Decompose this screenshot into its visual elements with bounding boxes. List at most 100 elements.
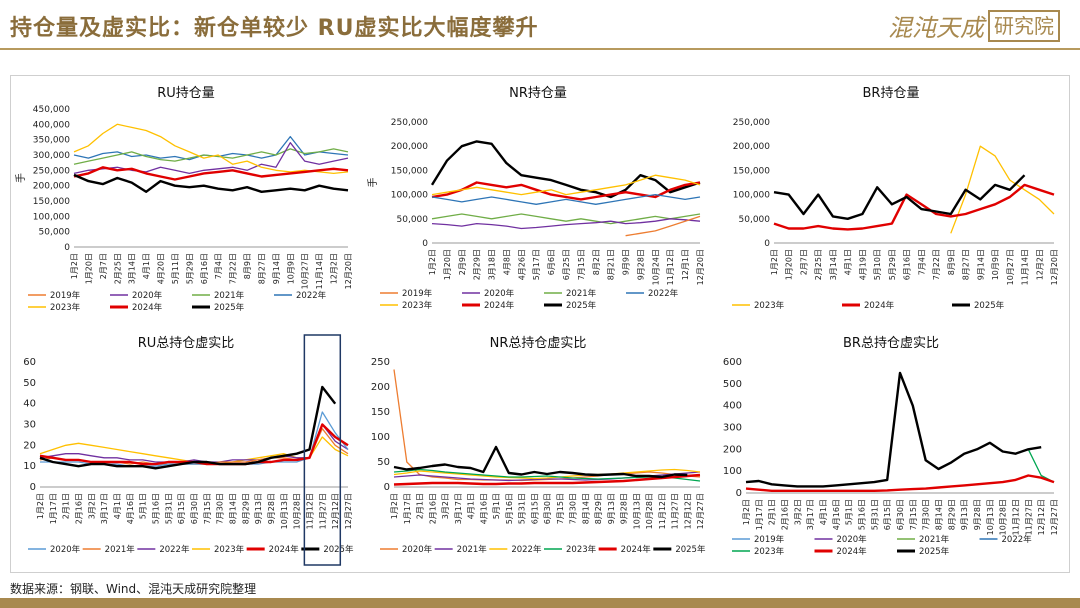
series-line-2025: [745, 371, 1042, 488]
x-tick-label: 5月29日: [185, 253, 194, 284]
x-tick-label: 12月27日: [344, 493, 353, 529]
legend-label: 2022年: [648, 288, 679, 299]
x-tick-label: 10月9日: [991, 249, 1000, 280]
x-tick-label: 4月1日: [467, 493, 476, 519]
x-tick-label: 11月27日: [671, 493, 680, 529]
y-tick-label: 0: [764, 239, 770, 249]
x-tick-label: 8月27日: [257, 253, 266, 284]
y-tick-label: 150,000: [733, 166, 770, 176]
y-tick-label: 100,000: [391, 191, 428, 201]
series-line-2024: [73, 166, 349, 181]
x-tick-label: 6月30日: [190, 493, 199, 524]
x-tick-label: 3月2日: [87, 493, 96, 519]
chart-br-ratio: BR总持仓虚实比 0 100 200 300 400 500 600 1月2日 1月17日 2月1日…: [723, 336, 1059, 557]
series-line-2019: [625, 215, 701, 237]
legend-label: 2024年: [864, 300, 895, 311]
x-tick-label: 9月14日: [976, 249, 985, 280]
chart-title: BR总持仓虚实比: [843, 336, 939, 351]
x-tick-label: 10月13日: [986, 499, 995, 535]
series-line-2025: [393, 445, 688, 479]
chart-title: NR持仓量: [509, 86, 567, 101]
x-tick-label: 10月28日: [999, 499, 1008, 535]
y-tick-label: 0: [384, 482, 390, 493]
series-line-2024: [773, 183, 1055, 231]
y-tick-label: 100: [723, 466, 742, 477]
logo-box: 研究院: [988, 9, 1060, 42]
x-tick-label: 2月7日: [799, 249, 808, 275]
y-tick-label: 60: [23, 357, 36, 368]
charts-frame: [10, 75, 1070, 573]
legend-label: 2024年: [269, 544, 300, 555]
legend-label: 2023年: [754, 546, 785, 557]
series-line-2020: [73, 142, 349, 175]
x-tick-label: 5月1日: [845, 499, 854, 525]
legend-label: 2025年: [974, 300, 1005, 311]
x-tick-label: 2月1日: [416, 493, 425, 519]
x-tick-label: 8月9日: [947, 249, 956, 275]
x-tick-label: 2月29日: [473, 249, 482, 280]
y-tick-label: 200: [723, 444, 742, 455]
x-tick-label: 7月30日: [922, 499, 931, 530]
x-tick-label: 1月2日: [70, 253, 79, 279]
legend-label: 2022年: [296, 290, 327, 301]
x-tick-label: 4月16日: [832, 499, 841, 530]
y-tick-label: 50,000: [39, 228, 71, 238]
x-tick-label: 5月16日: [858, 499, 867, 530]
x-tick-label: 9月14日: [272, 253, 281, 284]
series-line-2023: [950, 145, 1055, 234]
x-tick-label: 9月13日: [254, 493, 263, 524]
y-tick-label: 450,000: [33, 105, 70, 115]
x-tick-label: 9月28日: [973, 499, 982, 530]
x-tick-label: 11月14日: [315, 253, 324, 289]
y-tick-label: 50,000: [397, 215, 429, 225]
x-tick-label: 8月9日: [243, 253, 252, 279]
x-tick-label: 1月2日: [742, 499, 751, 525]
x-tick-label: 2月25日: [113, 253, 122, 284]
x-tick-label: 6月16日: [200, 253, 209, 284]
y-tick-label: 500: [723, 379, 742, 390]
x-tick-label: 4月20日: [157, 253, 166, 284]
y-tick-label: 250,000: [33, 166, 70, 176]
x-tick-label: 3月17日: [806, 499, 815, 530]
y-tick-label: 20: [23, 440, 36, 451]
legend-label: 2020年: [402, 544, 433, 555]
x-tick-label: 5月31日: [870, 499, 879, 530]
x-tick-label: 7月4日: [917, 249, 926, 275]
series-line-2023: [73, 123, 349, 175]
legend-label: 2023年: [402, 300, 433, 311]
x-tick-label: 5月29日: [888, 249, 897, 280]
x-tick-label: 12月12日: [683, 493, 692, 529]
footer-bar: [0, 598, 1080, 608]
legend-label: 2022年: [1002, 534, 1033, 545]
x-tick-label: 8月29日: [947, 499, 956, 530]
x-tick-label: 12月2日: [330, 253, 339, 284]
y-tick-label: 300,000: [33, 151, 70, 161]
x-tick-label: 10月13日: [632, 493, 641, 529]
x-tick-label: 12月2日: [1035, 249, 1044, 280]
x-tick-label: 7月15日: [556, 493, 565, 524]
x-tick-label: 3月17日: [100, 493, 109, 524]
legend-label: 2021年: [214, 290, 245, 301]
x-tick-label: 12月20日: [1050, 249, 1059, 285]
x-tick-label: 5月10日: [873, 249, 882, 280]
legend-label: 2020年: [132, 290, 163, 301]
x-tick-label: 8月14日: [581, 493, 590, 524]
series-line-2024: [393, 473, 701, 486]
x-tick-label: 8月21日: [607, 249, 616, 280]
legend-label: 2020年: [50, 544, 81, 555]
header-rule: [0, 48, 1080, 50]
x-tick-label: 8月29日: [594, 493, 603, 524]
legend-label: 2019年: [402, 288, 433, 299]
x-tick-label: 1月2日: [390, 493, 399, 519]
y-tick-label: 250: [371, 357, 390, 368]
y-tick-label: 250,000: [733, 118, 770, 128]
x-tick-label: 2月9日: [458, 249, 467, 275]
x-tick-label: 8月14日: [935, 499, 944, 530]
legend-label: 2025年: [919, 546, 950, 557]
x-tick-label: 7月22日: [932, 249, 941, 280]
x-tick-label: 6月15日: [883, 499, 892, 530]
chart-title: BR持仓量: [863, 86, 920, 101]
y-tick-label: 50: [23, 378, 36, 389]
x-tick-label: 2月16日: [75, 493, 84, 524]
x-tick-label: 10月24日: [651, 249, 660, 285]
